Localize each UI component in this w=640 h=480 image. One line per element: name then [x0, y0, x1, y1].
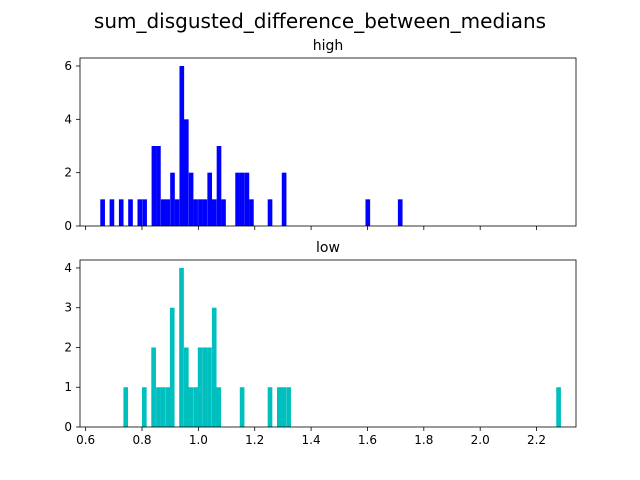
bar-bottom: [556, 387, 561, 427]
bar-top: [235, 172, 240, 226]
bar-bottom: [216, 387, 222, 427]
y-tick-label: 2: [64, 340, 72, 354]
bar-top: [142, 199, 147, 226]
bar-bottom: [286, 387, 291, 427]
bar-top: [156, 146, 161, 226]
bar-bottom: [281, 387, 287, 427]
bar-top: [118, 199, 124, 226]
y-tick-label: 3: [64, 301, 72, 315]
bar-top: [109, 199, 115, 226]
bar-bottom: [169, 307, 175, 427]
bar-bottom: [193, 387, 198, 427]
y-tick-label: 0: [64, 219, 72, 233]
bar-bottom: [160, 387, 166, 427]
bar-top: [165, 199, 171, 226]
bar-top: [137, 199, 143, 226]
bar-bottom: [197, 347, 203, 427]
bar-top: [244, 172, 250, 226]
bar-top: [193, 199, 198, 226]
bar-bottom: [276, 387, 282, 427]
bar-top: [239, 172, 245, 226]
bar-bottom: [156, 387, 161, 427]
y-tick-label: 4: [64, 261, 72, 275]
axes-frame-top: [79, 57, 577, 227]
bar-bottom: [123, 387, 129, 427]
axes-frame-bottom: [79, 259, 577, 428]
bar-bottom: [211, 307, 217, 427]
subplot-bottom: low 0.6 0.8 1.0 1.2 1.4 1.6 1.8 2.0 2.2 0 1 2 3 4: [64, 240, 577, 447]
bars-bottom: [123, 267, 561, 427]
x-tick-label: 0.8: [132, 433, 151, 447]
bar-top: [100, 199, 105, 226]
x-tick-label: 1.6: [358, 433, 377, 447]
bar-bottom: [267, 387, 273, 427]
y-tick-label: 2: [64, 166, 72, 180]
bar-top: [221, 199, 226, 226]
bar-bottom: [151, 347, 156, 427]
bar-top: [151, 146, 157, 226]
bar-top: [128, 199, 133, 226]
bar-top: [216, 146, 222, 226]
y-tick-label: 1: [64, 380, 72, 394]
y-tick-label: 6: [64, 59, 72, 73]
bar-top: [397, 199, 403, 226]
bar-top: [183, 119, 189, 226]
bar-bottom: [142, 387, 147, 427]
bar-top: [179, 66, 185, 226]
bar-top: [198, 199, 203, 226]
bar-top: [188, 172, 194, 226]
x-tick-label: 1.0: [189, 433, 208, 447]
bar-bottom: [179, 267, 184, 427]
chart-suptitle: sum_disgusted_difference_between_medians: [94, 9, 546, 33]
bar-top: [207, 172, 213, 226]
y-tick-label: 0: [64, 420, 72, 434]
bar-bottom: [165, 387, 171, 427]
bar-top: [267, 199, 273, 226]
bar-top: [211, 199, 217, 226]
subplot-title-top: high: [313, 38, 344, 54]
subplot-title-bottom: low: [316, 240, 340, 256]
bar-bottom: [239, 387, 245, 427]
bar-top: [249, 199, 254, 226]
x-tick-label: 2.0: [471, 433, 490, 447]
x-tick-label: 0.6: [76, 433, 95, 447]
bar-bottom: [188, 387, 194, 427]
bars-top: [100, 66, 403, 226]
bar-bottom: [183, 347, 189, 427]
bar-top: [202, 199, 208, 226]
bar-bottom: [207, 347, 212, 427]
bar-top: [170, 172, 175, 226]
bar-bottom: [202, 347, 208, 427]
subplot-top: high 0 2 4 6: [64, 38, 577, 233]
x-tick-label: 1.2: [245, 433, 264, 447]
y-tick-label: 4: [64, 112, 72, 126]
x-tick-label: 2.2: [527, 433, 546, 447]
bar-top: [174, 199, 180, 226]
x-tick-label: 1.4: [302, 433, 321, 447]
x-tick-label: 1.8: [414, 433, 433, 447]
bar-top: [160, 199, 166, 226]
bar-top: [365, 199, 371, 226]
bar-top: [281, 172, 287, 226]
